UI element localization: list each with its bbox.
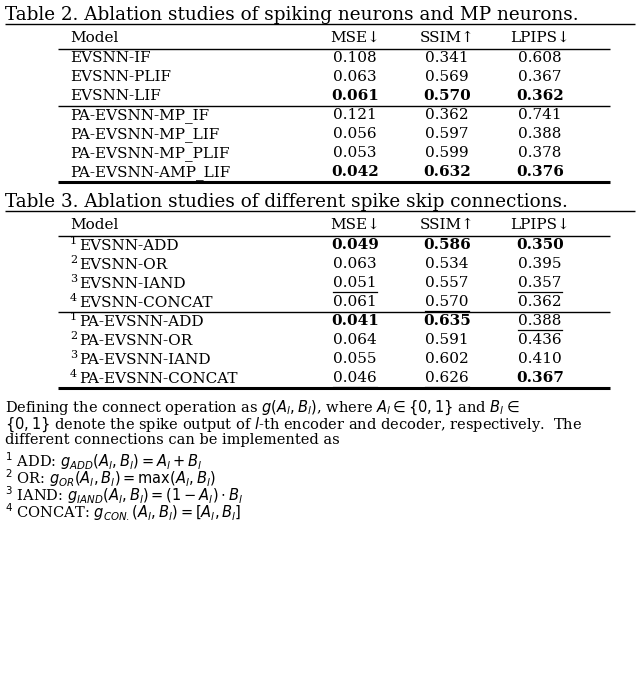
Text: 0.046: 0.046 [333, 371, 377, 385]
Text: Table 3. Ablation studies of different spike skip connections.: Table 3. Ablation studies of different s… [5, 193, 568, 211]
Text: 0.591: 0.591 [425, 333, 469, 347]
Text: 0.586: 0.586 [423, 238, 471, 252]
Text: 2: 2 [70, 331, 77, 341]
Text: PA-EVSNN-MP_PLIF: PA-EVSNN-MP_PLIF [70, 146, 230, 161]
Text: 0.632: 0.632 [423, 165, 471, 179]
Text: 0.626: 0.626 [425, 371, 469, 385]
Text: 0.049: 0.049 [331, 238, 379, 252]
Text: EVSNN-IAND: EVSNN-IAND [79, 277, 186, 291]
Text: 3: 3 [70, 274, 77, 284]
Text: 1: 1 [70, 312, 77, 322]
Text: EVSNN-CONCAT: EVSNN-CONCAT [79, 296, 212, 310]
Text: EVSNN-PLIF: EVSNN-PLIF [70, 70, 171, 84]
Text: 0.051: 0.051 [333, 276, 377, 290]
Text: EVSNN-OR: EVSNN-OR [79, 258, 167, 272]
Text: $^2$ OR: $g_{OR}(A_l, B_l) = \max(A_l, B_l)$: $^2$ OR: $g_{OR}(A_l, B_l) = \max(A_l, B… [5, 467, 216, 489]
Text: Defining the connect operation as $g(A_l, B_l)$, where $A_l \in \{0,1\}$ and $B_: Defining the connect operation as $g(A_l… [5, 399, 520, 417]
Text: 0.357: 0.357 [518, 276, 562, 290]
Text: 0.362: 0.362 [516, 89, 564, 103]
Text: 0.597: 0.597 [425, 127, 468, 141]
Text: LPIPS↓: LPIPS↓ [510, 218, 570, 232]
Text: 0.064: 0.064 [333, 333, 377, 347]
Text: 0.436: 0.436 [518, 333, 562, 347]
Text: 0.367: 0.367 [516, 371, 564, 385]
Text: 0.410: 0.410 [518, 352, 562, 366]
Text: 0.055: 0.055 [333, 352, 377, 366]
Text: 0.063: 0.063 [333, 257, 377, 271]
Text: 0.388: 0.388 [518, 314, 562, 328]
Text: PA-EVSNN-MP_IF: PA-EVSNN-MP_IF [70, 108, 209, 123]
Text: different connections can be implemented as: different connections can be implemented… [5, 433, 340, 447]
Text: EVSNN-IF: EVSNN-IF [70, 51, 150, 65]
Text: MSE↓: MSE↓ [330, 31, 380, 45]
Text: 1: 1 [70, 236, 77, 246]
Text: 0.350: 0.350 [516, 238, 564, 252]
Text: 0.602: 0.602 [425, 352, 469, 366]
Text: 0.362: 0.362 [518, 295, 562, 309]
Text: $^1$ ADD: $g_{ADD}(A_l, B_l) = A_l + B_l$: $^1$ ADD: $g_{ADD}(A_l, B_l) = A_l + B_l… [5, 450, 202, 472]
Text: 0.599: 0.599 [425, 146, 469, 160]
Text: 0.570: 0.570 [423, 89, 471, 103]
Text: PA-EVSNN-OR: PA-EVSNN-OR [79, 334, 192, 348]
Text: 0.063: 0.063 [333, 70, 377, 84]
Text: 0.341: 0.341 [425, 51, 469, 65]
Text: 0.741: 0.741 [518, 108, 562, 122]
Text: Model: Model [70, 31, 118, 45]
Text: 0.395: 0.395 [518, 257, 562, 271]
Text: 0.635: 0.635 [423, 314, 471, 328]
Text: PA-EVSNN-IAND: PA-EVSNN-IAND [79, 353, 211, 367]
Text: 0.569: 0.569 [425, 70, 469, 84]
Text: SSIM↑: SSIM↑ [420, 31, 474, 45]
Text: $^3$ IAND: $g_{IAND}(A_l, B_l) = (1 - A_l) \cdot B_l$: $^3$ IAND: $g_{IAND}(A_l, B_l) = (1 - A_… [5, 484, 243, 505]
Text: 0.053: 0.053 [333, 146, 377, 160]
Text: 0.121: 0.121 [333, 108, 377, 122]
Text: PA-EVSNN-ADD: PA-EVSNN-ADD [79, 315, 204, 329]
Text: EVSNN-ADD: EVSNN-ADD [79, 239, 179, 253]
Text: MSE↓: MSE↓ [330, 218, 380, 232]
Text: 0.041: 0.041 [331, 314, 379, 328]
Text: 0.042: 0.042 [331, 165, 379, 179]
Text: 0.378: 0.378 [518, 146, 562, 160]
Text: EVSNN-LIF: EVSNN-LIF [70, 89, 161, 103]
Text: 0.061: 0.061 [333, 295, 377, 309]
Text: 0.061: 0.061 [331, 89, 379, 103]
Text: PA-EVSNN-AMP_LIF: PA-EVSNN-AMP_LIF [70, 165, 230, 180]
Text: LPIPS↓: LPIPS↓ [510, 31, 570, 45]
Text: $^4$ CONCAT: $g_{CON.}(A_l, B_l) = [A_l, B_l]$: $^4$ CONCAT: $g_{CON.}(A_l, B_l) = [A_l,… [5, 501, 241, 522]
Text: 3: 3 [70, 350, 77, 360]
Text: Table 2. Ablation studies of spiking neurons and MP neurons.: Table 2. Ablation studies of spiking neu… [5, 6, 579, 24]
Text: $\{0,1\}$ denote the spike output of $l$-th encoder and decoder, respectively.  : $\{0,1\}$ denote the spike output of $l$… [5, 416, 582, 434]
Text: SSIM↑: SSIM↑ [420, 218, 474, 232]
Text: 0.534: 0.534 [425, 257, 468, 271]
Text: 0.367: 0.367 [518, 70, 562, 84]
Text: 0.376: 0.376 [516, 165, 564, 179]
Text: 0.388: 0.388 [518, 127, 562, 141]
Text: 0.108: 0.108 [333, 51, 377, 65]
Text: PA-EVSNN-CONCAT: PA-EVSNN-CONCAT [79, 372, 237, 386]
Text: 0.362: 0.362 [425, 108, 469, 122]
Text: Model: Model [70, 218, 118, 232]
Text: 2: 2 [70, 255, 77, 265]
Text: 0.608: 0.608 [518, 51, 562, 65]
Text: 0.570: 0.570 [425, 295, 468, 309]
Text: 4: 4 [70, 293, 77, 303]
Text: 4: 4 [70, 369, 77, 379]
Text: 0.056: 0.056 [333, 127, 377, 141]
Text: 0.557: 0.557 [426, 276, 468, 290]
Text: PA-EVSNN-MP_LIF: PA-EVSNN-MP_LIF [70, 127, 220, 142]
